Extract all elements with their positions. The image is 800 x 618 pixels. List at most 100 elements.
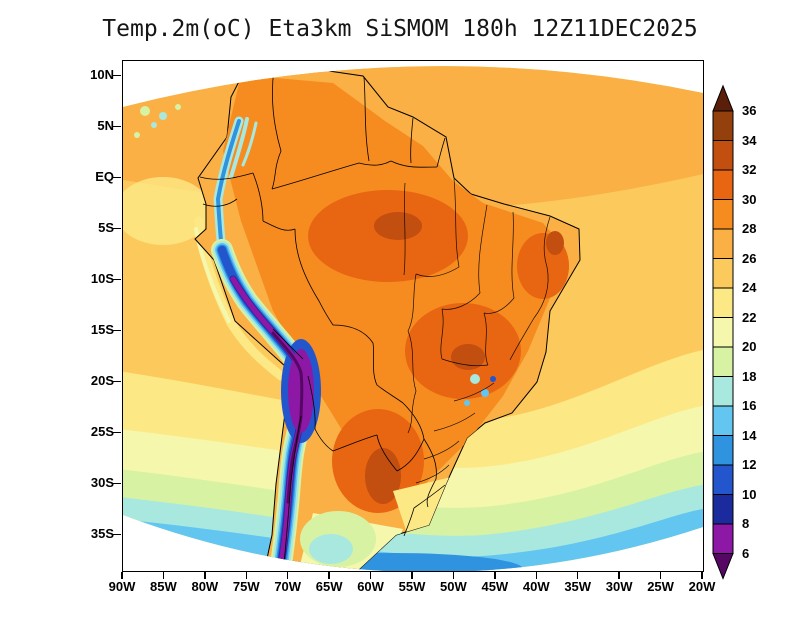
chaco-hot-spot bbox=[365, 448, 401, 504]
colorbar-tick-label: 28 bbox=[742, 221, 757, 236]
x-axis-tick-mark bbox=[452, 571, 455, 579]
colorbar-tick-label: 24 bbox=[742, 280, 757, 295]
colorbar-tick-label: 36 bbox=[742, 103, 757, 118]
x-axis-tick-mark bbox=[162, 571, 165, 579]
serra-cold-speck bbox=[490, 376, 496, 382]
colorbar-segment bbox=[712, 494, 734, 525]
colorbar-segment bbox=[712, 287, 734, 318]
x-axis-tick-mark bbox=[535, 571, 538, 579]
y-axis-tick-mark bbox=[113, 431, 121, 434]
serra-cold-speck bbox=[470, 374, 480, 384]
y-axis-tick-label: 25S bbox=[90, 424, 114, 440]
country-borders bbox=[199, 68, 446, 564]
x-axis-tick-label: 45W bbox=[481, 579, 509, 594]
andes-cold-band bbox=[211, 116, 321, 571]
caribbean-speck bbox=[175, 104, 181, 110]
y-axis-tick-label: 10S bbox=[90, 271, 114, 287]
colorbar-tick-label: 18 bbox=[742, 368, 757, 384]
colorbar-segment bbox=[712, 140, 734, 171]
colorbar-segment bbox=[712, 346, 734, 377]
colorbar-segment bbox=[712, 317, 734, 348]
y-axis-tick-mark bbox=[113, 533, 121, 536]
y-axis-tick-label: 10N bbox=[90, 67, 114, 83]
central-hot-spot bbox=[451, 344, 485, 370]
temperature-field-map bbox=[123, 66, 703, 571]
y-axis-tick-label: 30S bbox=[90, 475, 114, 491]
colorbar-tick-label: 20 bbox=[742, 339, 757, 354]
x-axis-tick-label: 70W bbox=[274, 579, 302, 594]
south-ocean-band-16 bbox=[123, 508, 703, 571]
y-axis-tick-label: 5N bbox=[97, 118, 114, 134]
caribbean-speck bbox=[140, 106, 150, 116]
serra-cold-speck bbox=[464, 400, 470, 406]
colorbar-above-max-arrow bbox=[712, 84, 734, 112]
x-axis-tick-mark bbox=[576, 571, 579, 579]
x-axis-tick-mark bbox=[659, 571, 662, 579]
x-axis-tick-mark bbox=[369, 571, 372, 579]
x-axis-tick-label: 30W bbox=[605, 579, 633, 594]
x-axis-tick-label: 60W bbox=[357, 579, 384, 594]
y-axis-tick-mark bbox=[113, 74, 121, 77]
y-axis-tick-label: 20S bbox=[90, 373, 114, 389]
amazon-hot-spot bbox=[374, 212, 422, 240]
x-axis-tick-label: 20W bbox=[688, 579, 716, 594]
colorbar-tick-label: 32 bbox=[742, 162, 757, 177]
x-axis-tick-label: 80W bbox=[191, 579, 219, 594]
cordillera-branch bbox=[241, 121, 258, 167]
y-axis-tick-mark bbox=[113, 329, 121, 332]
map-frame bbox=[122, 60, 704, 572]
x-axis-tick-mark bbox=[494, 571, 496, 579]
colorbar-tick-label: 26 bbox=[742, 250, 757, 266]
colorbar-segment bbox=[712, 110, 734, 141]
y-axis-tick-label: 15S bbox=[90, 322, 114, 338]
serra-cold-speck bbox=[481, 389, 489, 397]
x-axis-tick-label: 65W bbox=[315, 579, 343, 594]
x-axis-tick-mark bbox=[328, 571, 330, 579]
y-axis-tick-mark bbox=[113, 278, 121, 281]
x-axis-tick-mark bbox=[701, 571, 703, 579]
plot-title: Temp.2m(oC) Eta3km SiSMOM 180h 12Z11DEC2… bbox=[102, 16, 698, 42]
pacific-cool-patch bbox=[123, 177, 211, 245]
x-axis-tick-label: 55W bbox=[398, 579, 426, 594]
x-axis-tick-label: 40W bbox=[522, 579, 550, 594]
colorbar-tick-label: 30 bbox=[742, 191, 757, 207]
cordillera-branch bbox=[229, 117, 249, 179]
y-axis-tick-label: EQ bbox=[95, 169, 114, 185]
colorbar-segment bbox=[712, 376, 734, 407]
caribbean-speck bbox=[159, 112, 167, 120]
x-axis-tick-mark bbox=[618, 571, 620, 579]
x-axis-tick-mark bbox=[286, 571, 289, 579]
y-axis-tick-mark bbox=[113, 380, 121, 383]
colorbar-tick-label: 8 bbox=[742, 516, 750, 531]
colorbar-below-min-arrow bbox=[712, 553, 734, 580]
colorbar-segment bbox=[712, 258, 734, 289]
x-axis-tick-label: 90W bbox=[108, 579, 136, 594]
colorbar-segment bbox=[712, 435, 734, 466]
colorbar bbox=[712, 84, 734, 580]
colorbar-tick-label: 22 bbox=[742, 309, 757, 325]
caribbean-speck bbox=[151, 122, 157, 128]
colorbar-segment bbox=[712, 228, 734, 259]
x-axis-tick-mark bbox=[245, 571, 248, 579]
y-axis-tick-mark bbox=[113, 125, 121, 128]
colorbar-tick-label: 14 bbox=[742, 427, 757, 443]
colorbar-tick-label: 34 bbox=[742, 132, 757, 148]
colorbar-segment bbox=[712, 169, 734, 200]
x-axis-tick-label: 85W bbox=[150, 579, 177, 594]
x-axis-tick-mark bbox=[204, 571, 206, 579]
y-axis-tick-mark bbox=[113, 176, 121, 179]
x-axis-tick-label: 35W bbox=[564, 579, 592, 594]
patagonia-cold-core bbox=[309, 534, 353, 564]
x-axis-tick-mark bbox=[121, 571, 123, 579]
y-axis-tick-label: 35S bbox=[90, 526, 114, 542]
colorbar-tick-label: 6 bbox=[742, 545, 750, 561]
y-axis-tick-mark bbox=[113, 227, 121, 230]
northeast-hot-spot bbox=[546, 231, 564, 255]
x-axis-tick-label: 25W bbox=[647, 579, 674, 594]
y-axis-tick-label: 5S bbox=[98, 220, 114, 236]
x-axis-tick-mark bbox=[411, 571, 413, 579]
colorbar-segment bbox=[712, 199, 734, 230]
colorbar-segment bbox=[712, 523, 734, 554]
colorbar-segment bbox=[712, 405, 734, 436]
state-borders bbox=[403, 178, 551, 484]
